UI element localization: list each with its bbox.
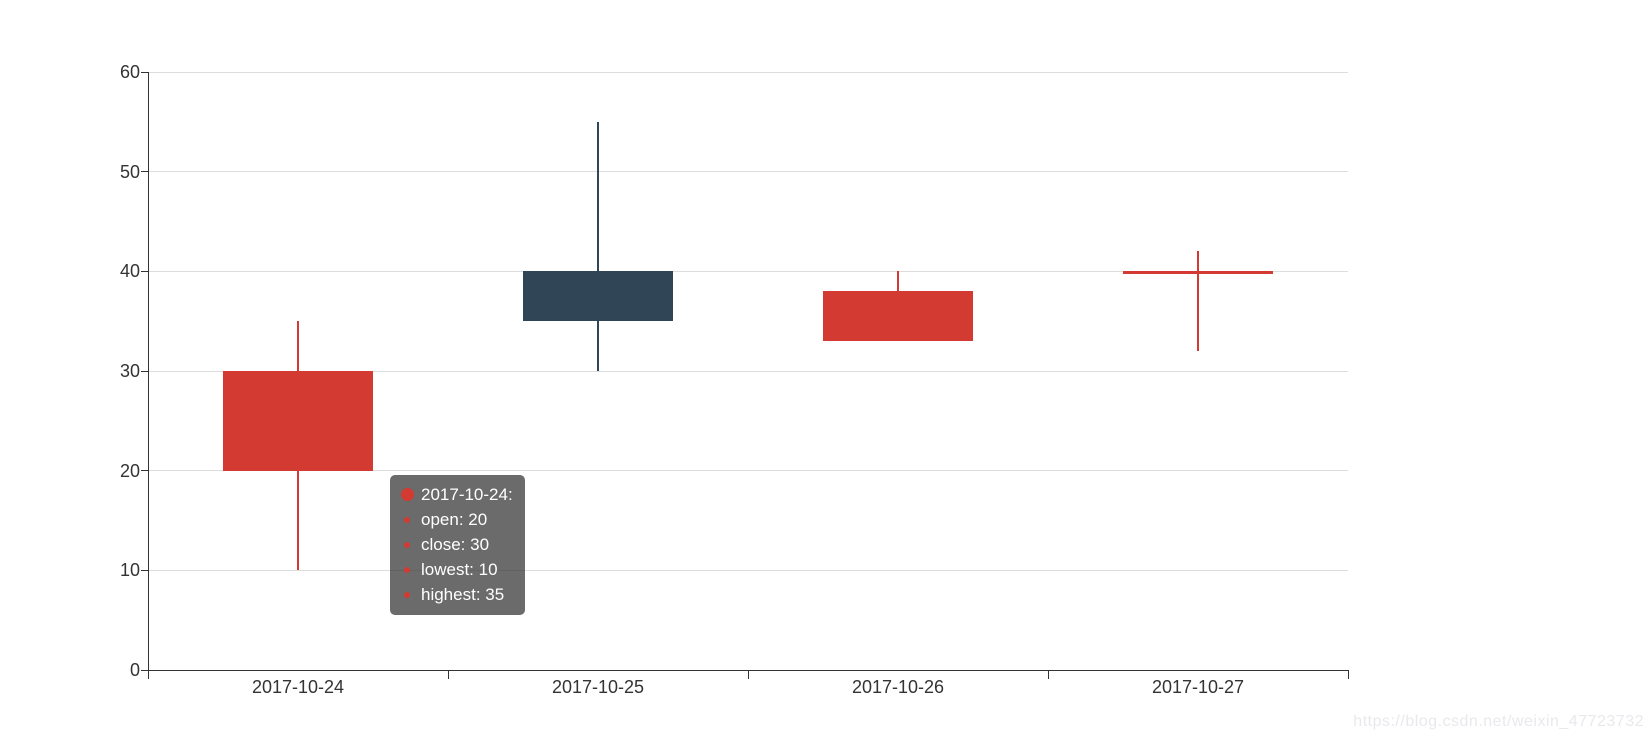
x-axis-tick — [148, 671, 149, 679]
x-axis-label-2017-10-25: 2017-10-25 — [551, 677, 645, 697]
x-axis-label-2017-10-24: 2017-10-24 — [251, 677, 345, 697]
gridline-y-60 — [148, 71, 1348, 73]
tooltip-title: 2017-10-24: — [421, 484, 513, 504]
candle-body — [823, 291, 973, 342]
x-axis-label-2017-10-27: 2017-10-27 — [1151, 677, 1245, 697]
bullet-icon — [400, 516, 414, 523]
bullet-icon — [400, 566, 414, 573]
gridline-y-30 — [148, 370, 1348, 372]
y-axis-label-30: 30 — [119, 361, 140, 381]
x-axis-label-2017-10-26: 2017-10-26 — [851, 677, 945, 697]
tooltip-item-text: lowest: 10 — [421, 559, 498, 579]
gridline-y-20 — [148, 470, 1348, 472]
gridline-y-50 — [148, 171, 1348, 173]
candle-body — [223, 371, 373, 471]
y-axis-label-60: 60 — [119, 62, 140, 82]
gridline-y-40 — [148, 270, 1348, 272]
y-axis-tick — [141, 171, 148, 173]
y-axis-tick — [141, 370, 148, 372]
y-axis-label-50: 50 — [119, 161, 140, 182]
y-axis-line — [148, 72, 149, 670]
x-axis-tick — [1048, 671, 1049, 679]
y-axis-label-0: 0 — [129, 660, 140, 680]
x-axis-line — [148, 670, 1349, 671]
bullet-icon — [400, 541, 414, 548]
x-axis-tick — [448, 671, 449, 679]
tooltip-item-lowest: lowest: 10 — [400, 557, 513, 582]
x-axis-tick — [1348, 671, 1349, 679]
tooltip-item-close: close: 30 — [400, 532, 513, 557]
tooltip-item-highest: highest: 35 — [400, 582, 513, 607]
bullet-icon — [400, 591, 414, 598]
x-axis-tick — [748, 671, 749, 679]
tooltip-item-text: close: 30 — [421, 534, 490, 554]
tooltip-item-open: open: 20 — [400, 507, 513, 532]
tooltip-series-marker-icon — [400, 488, 414, 501]
tooltip-item-text: highest: 35 — [421, 584, 505, 604]
tooltip-item-text: open: 20 — [421, 509, 488, 529]
y-axis-label-20: 20 — [119, 460, 140, 481]
y-axis-label-40: 40 — [119, 261, 140, 282]
watermark: https://blog.csdn.net/weixin_47723732 — [1353, 713, 1644, 730]
candle-wick — [597, 121, 599, 371]
y-axis-label-10: 10 — [119, 560, 140, 581]
y-axis-tick — [141, 270, 148, 272]
y-axis-tick — [141, 470, 148, 472]
y-axis-tick — [141, 71, 148, 73]
y-axis-tick — [141, 569, 148, 571]
gridline-y-10 — [148, 569, 1348, 571]
y-axis-tick — [141, 669, 148, 671]
candle-body — [523, 271, 673, 322]
candle-body — [1123, 271, 1273, 275]
tooltip-title-line: 2017-10-24: — [400, 482, 513, 507]
tooltip: 2017-10-24: open: 20 close: 30 lowest: 1… — [390, 475, 525, 615]
candle-wick — [1197, 251, 1199, 352]
